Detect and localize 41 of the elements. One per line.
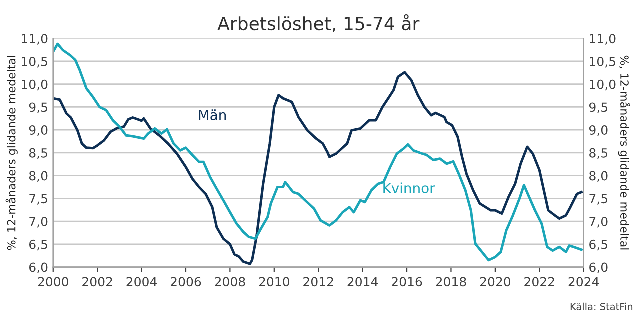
y-axis-title: %, 12-månaders glidande medeltal	[6, 56, 18, 250]
y2-tick-label: 8,0	[590, 171, 608, 182]
y2-tick-label: 11,0	[590, 34, 616, 45]
x-tick-label: 2016	[392, 277, 422, 287]
series-label: Kvinnor	[384, 182, 436, 194]
text: Källa: StatFin	[570, 302, 633, 310]
chart-title: Arbetslöshet, 15-74 år	[218, 14, 420, 32]
y2-tick-label: 9,0	[589, 126, 608, 136]
y-tick-label: 11,0	[22, 34, 48, 45]
y-tick-label: 10,0	[22, 80, 48, 91]
y-tick-label: 7,0	[30, 217, 48, 228]
y2-axis-title: %, 12-månaders glidande medeltal	[618, 56, 630, 250]
y2-tick-label: 9,5	[589, 102, 608, 114]
x-tick-label: 2018	[436, 277, 466, 287]
y-tick-label: 6,0	[30, 262, 48, 274]
y-tick-label: 10,5	[22, 56, 48, 68]
y2-tick-label: 10,5	[590, 56, 616, 68]
x-tick-label: 2006	[171, 277, 202, 287]
y-tick-label: 8,0	[29, 171, 48, 182]
y-tick-label: 9,5	[29, 102, 48, 114]
y-tick-label: 7,5	[30, 194, 48, 205]
y2-tick-label: 7,0	[590, 217, 608, 228]
y-tick-label: 6,5	[30, 240, 48, 251]
y2-tick-label: 6,0	[590, 262, 608, 274]
y-tick-label: 9,0	[29, 126, 48, 136]
x-tick-label: 2010	[259, 277, 290, 287]
x-tick-label: 2008	[215, 277, 246, 287]
y2-tick-label: 10,0	[590, 80, 616, 91]
x-tick-label: 2020	[480, 277, 511, 287]
text: Män	[199, 110, 226, 120]
x-tick-label: 2012	[304, 277, 334, 287]
y2-tick-label: 6,5	[590, 240, 608, 251]
y2-tick-label: 8,5	[590, 148, 608, 160]
y2-tick-label: 7,5	[590, 194, 608, 205]
x-tick-label: 2004	[126, 277, 157, 287]
x-tick-label: 2002	[82, 277, 112, 287]
y-tick-label: 8,5	[29, 148, 48, 160]
x-tick-label: 2022	[524, 277, 554, 287]
x-tick-label: 2014	[348, 277, 378, 287]
x-tick-label: 2024	[568, 277, 600, 287]
x-tick-label: 2000	[38, 277, 68, 287]
